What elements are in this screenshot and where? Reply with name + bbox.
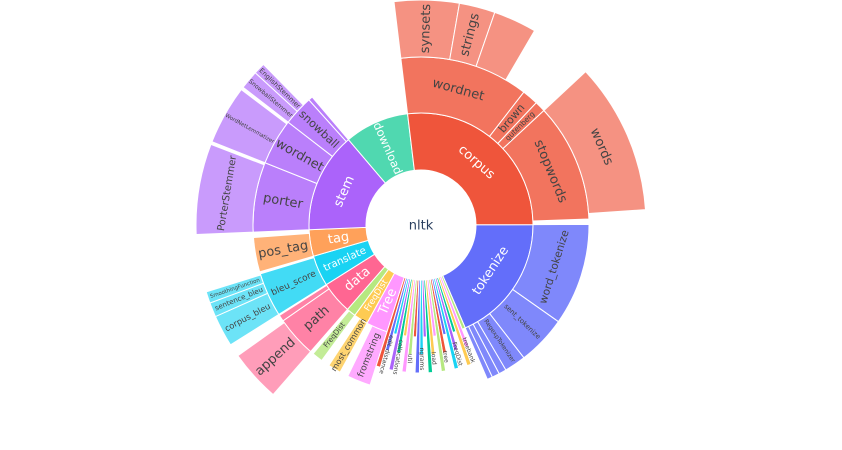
- minor-sliver[interactable]: [375, 276, 407, 368]
- segment-stem-porter-porterstemmer[interactable]: [195, 143, 265, 236]
- minor-label: ngrams: [418, 348, 425, 371]
- segment-tree-fromstring[interactable]: [347, 325, 388, 386]
- segment-probability-freqdist[interactable]: [312, 310, 356, 362]
- segment-data-path-append[interactable]: [237, 321, 312, 396]
- label-tag: tag: [327, 229, 350, 247]
- segment-stem-snowball-englishstemmer[interactable]: [254, 63, 305, 113]
- segment-freqdist-most-common[interactable]: [328, 317, 368, 373]
- minor-label: tree: [441, 350, 450, 363]
- label-corpus-wordnet-synsets: synsets: [418, 3, 434, 53]
- minor-label: load: [429, 352, 437, 366]
- sunburst-rings: tokenize word_tokenizesent_tokenizeRegexp…: [195, 0, 647, 396]
- segment-tag-pos-tag[interactable]: [252, 232, 315, 273]
- segment-stem-wordnet-wordnetlemmatizer[interactable]: [211, 88, 288, 164]
- segment-data-load[interactable]: [278, 284, 330, 322]
- segment-translate-bleu-score-smoothingfunction[interactable]: [205, 274, 265, 304]
- segment-corpus-stopwords-words[interactable]: [543, 70, 647, 215]
- minor-label: util: [406, 353, 414, 363]
- segment-corpus-wordnet-segment[interactable]: [475, 11, 536, 81]
- label-stem-porter: porter: [262, 191, 305, 213]
- root-label[interactable]: nltk: [409, 219, 434, 234]
